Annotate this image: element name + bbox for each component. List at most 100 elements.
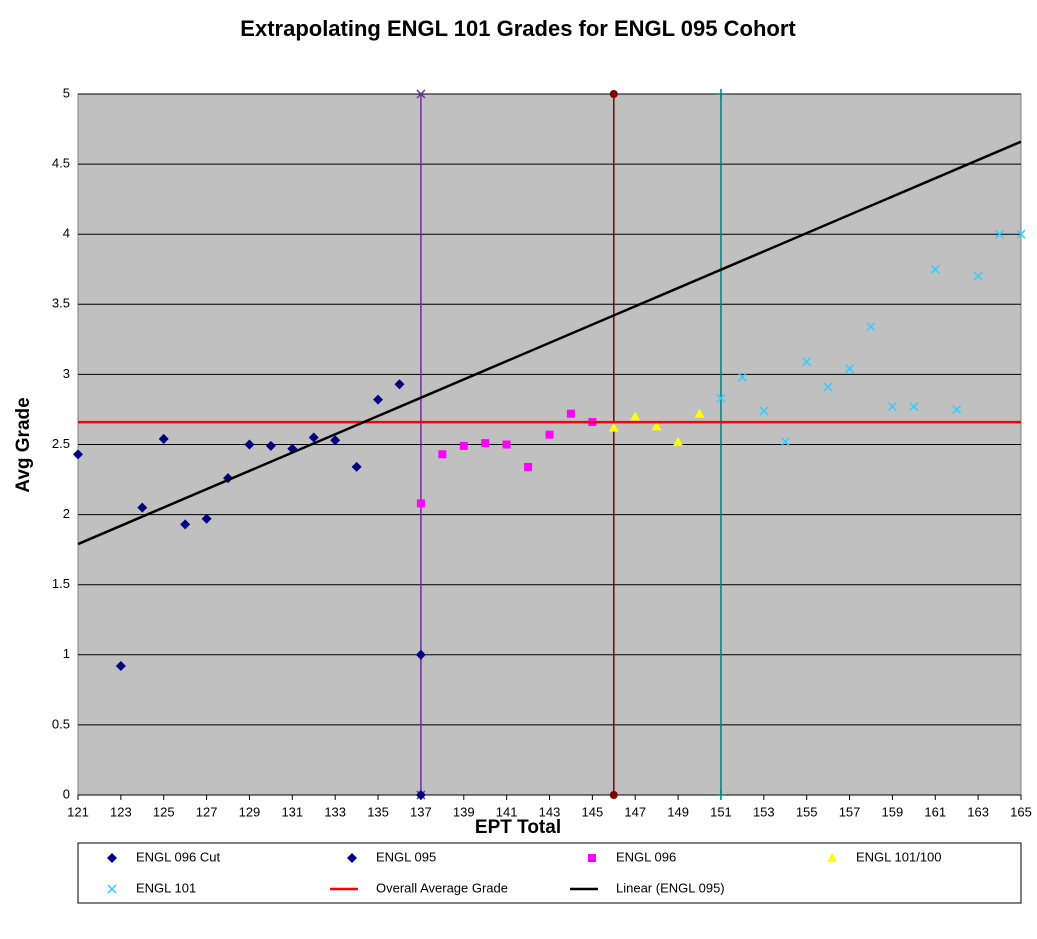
x-tick-label: 139: [453, 804, 475, 819]
data-point: [201, 513, 212, 524]
data-point: [694, 408, 705, 418]
data-point: [802, 357, 812, 367]
data-point: [265, 440, 276, 451]
y-tick-label: 0.5: [52, 716, 70, 731]
data-point: [630, 411, 641, 421]
x-tick-label: 143: [539, 804, 561, 819]
x-tick-label: 127: [196, 804, 218, 819]
data-point: [566, 409, 575, 418]
x-tick-label: 129: [239, 804, 261, 819]
legend-label: Overall Average Grade: [376, 880, 508, 895]
data-point: [180, 519, 191, 530]
data-point: [673, 436, 684, 446]
data-point: [952, 404, 962, 414]
data-point: [909, 402, 919, 412]
x-tick-label: 159: [882, 804, 904, 819]
y-tick-label: 3.5: [52, 296, 70, 311]
cut-marker: [715, 790, 726, 800]
y-tick-label: 4: [63, 226, 70, 241]
legend-swatch: [107, 884, 117, 894]
x-tick-label: 133: [324, 804, 346, 819]
legend-label: ENGL 096: [616, 849, 676, 864]
data-point: [823, 382, 833, 392]
x-tick-label: 153: [753, 804, 775, 819]
x-tick-label: 121: [67, 804, 89, 819]
data-point: [244, 439, 255, 450]
legend-label: ENGL 101: [136, 880, 196, 895]
data-point: [545, 430, 554, 439]
y-tick-label: 4.5: [52, 156, 70, 171]
y-tick-label: 1.5: [52, 576, 70, 591]
y-tick-label: 3: [63, 366, 70, 381]
legend-label: ENGL 096 Cut: [136, 849, 220, 864]
x-tick-label: 137: [410, 804, 432, 819]
data-point: [351, 461, 362, 472]
data-point: [438, 450, 447, 459]
y-tick-label: 0: [63, 786, 70, 801]
y-tick-label: 2: [63, 506, 70, 521]
x-tick-label: 151: [710, 804, 732, 819]
legend-label: ENGL 095: [376, 849, 436, 864]
data-point: [415, 649, 426, 660]
cut-marker: [715, 89, 726, 99]
data-point: [308, 432, 319, 443]
data-point: [330, 435, 341, 446]
series-line: [77, 140, 1022, 546]
x-tick-label: 165: [1010, 804, 1032, 819]
y-tick-label: 5: [63, 85, 70, 100]
legend-swatch: [107, 853, 117, 863]
legend-swatch: [827, 853, 837, 862]
data-point: [973, 271, 983, 281]
y-axis-label: Avg Grade: [13, 397, 34, 492]
x-tick-label: 155: [796, 804, 818, 819]
data-point: [137, 502, 148, 513]
x-tick-label: 123: [110, 804, 132, 819]
x-tick-label: 147: [624, 804, 646, 819]
data-point: [995, 229, 1005, 239]
data-point: [780, 437, 790, 447]
data-point: [845, 364, 855, 374]
data-point: [930, 264, 940, 274]
x-tick-label: 149: [667, 804, 689, 819]
legend-swatch: [588, 854, 596, 862]
data-point: [373, 394, 384, 405]
data-point: [502, 440, 511, 449]
data-point: [394, 379, 405, 390]
x-tick-label: 141: [496, 804, 518, 819]
x-tick-label: 161: [924, 804, 946, 819]
cut-marker: [609, 90, 618, 98]
x-tick-label: 145: [582, 804, 604, 819]
data-point: [866, 322, 876, 332]
data-point: [737, 372, 747, 382]
chart-title: Extrapolating ENGL 101 Grades for ENGL 0…: [240, 16, 796, 41]
data-point: [1016, 229, 1026, 239]
legend-label: ENGL 101/100: [856, 849, 942, 864]
x-tick-label: 157: [839, 804, 861, 819]
data-point: [459, 441, 468, 450]
x-tick-label: 131: [281, 804, 303, 819]
data-point: [158, 433, 169, 444]
data-point: [651, 421, 662, 431]
legend-label: Linear (ENGL 095): [616, 880, 725, 895]
data-point: [481, 439, 490, 448]
data-point: [524, 462, 533, 471]
data-point: [608, 422, 619, 432]
legend-swatch: [347, 853, 357, 863]
data-point: [716, 393, 726, 403]
x-tick-label: 125: [153, 804, 175, 819]
data-point: [887, 402, 897, 412]
data-point: [415, 790, 426, 800]
y-tick-label: 1: [63, 646, 70, 661]
cut-marker: [416, 89, 426, 99]
cut-marker: [609, 791, 618, 799]
x-tick-label: 163: [967, 804, 989, 819]
x-tick-label: 135: [367, 804, 389, 819]
legend-box: [77, 842, 1022, 904]
x-axis-label: EPT Total: [475, 817, 561, 838]
data-point: [416, 499, 425, 508]
data-point: [759, 406, 769, 416]
data-point: [73, 449, 83, 460]
y-tick-label: 2.5: [52, 436, 70, 451]
data-point: [115, 661, 126, 672]
